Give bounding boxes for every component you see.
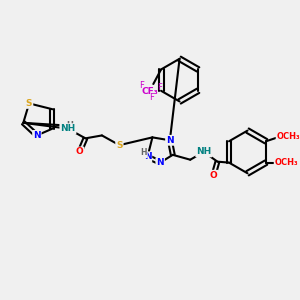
Text: F: F	[139, 81, 144, 90]
Text: NH: NH	[196, 147, 212, 156]
Text: S: S	[116, 141, 123, 150]
Text: N: N	[33, 131, 41, 140]
Text: O: O	[210, 171, 218, 180]
Text: S: S	[26, 99, 32, 108]
Text: H: H	[140, 148, 147, 158]
Text: F: F	[149, 93, 154, 102]
Text: N: N	[156, 158, 164, 167]
Text: NH: NH	[60, 124, 76, 133]
Text: OCH₃: OCH₃	[274, 158, 298, 167]
Text: N: N	[144, 152, 152, 161]
Text: CF₃: CF₃	[141, 87, 158, 96]
Text: O: O	[76, 147, 83, 156]
Text: N: N	[166, 136, 174, 145]
Text: F: F	[157, 83, 162, 92]
Text: H: H	[67, 121, 73, 130]
Text: OCH₃: OCH₃	[277, 132, 300, 141]
